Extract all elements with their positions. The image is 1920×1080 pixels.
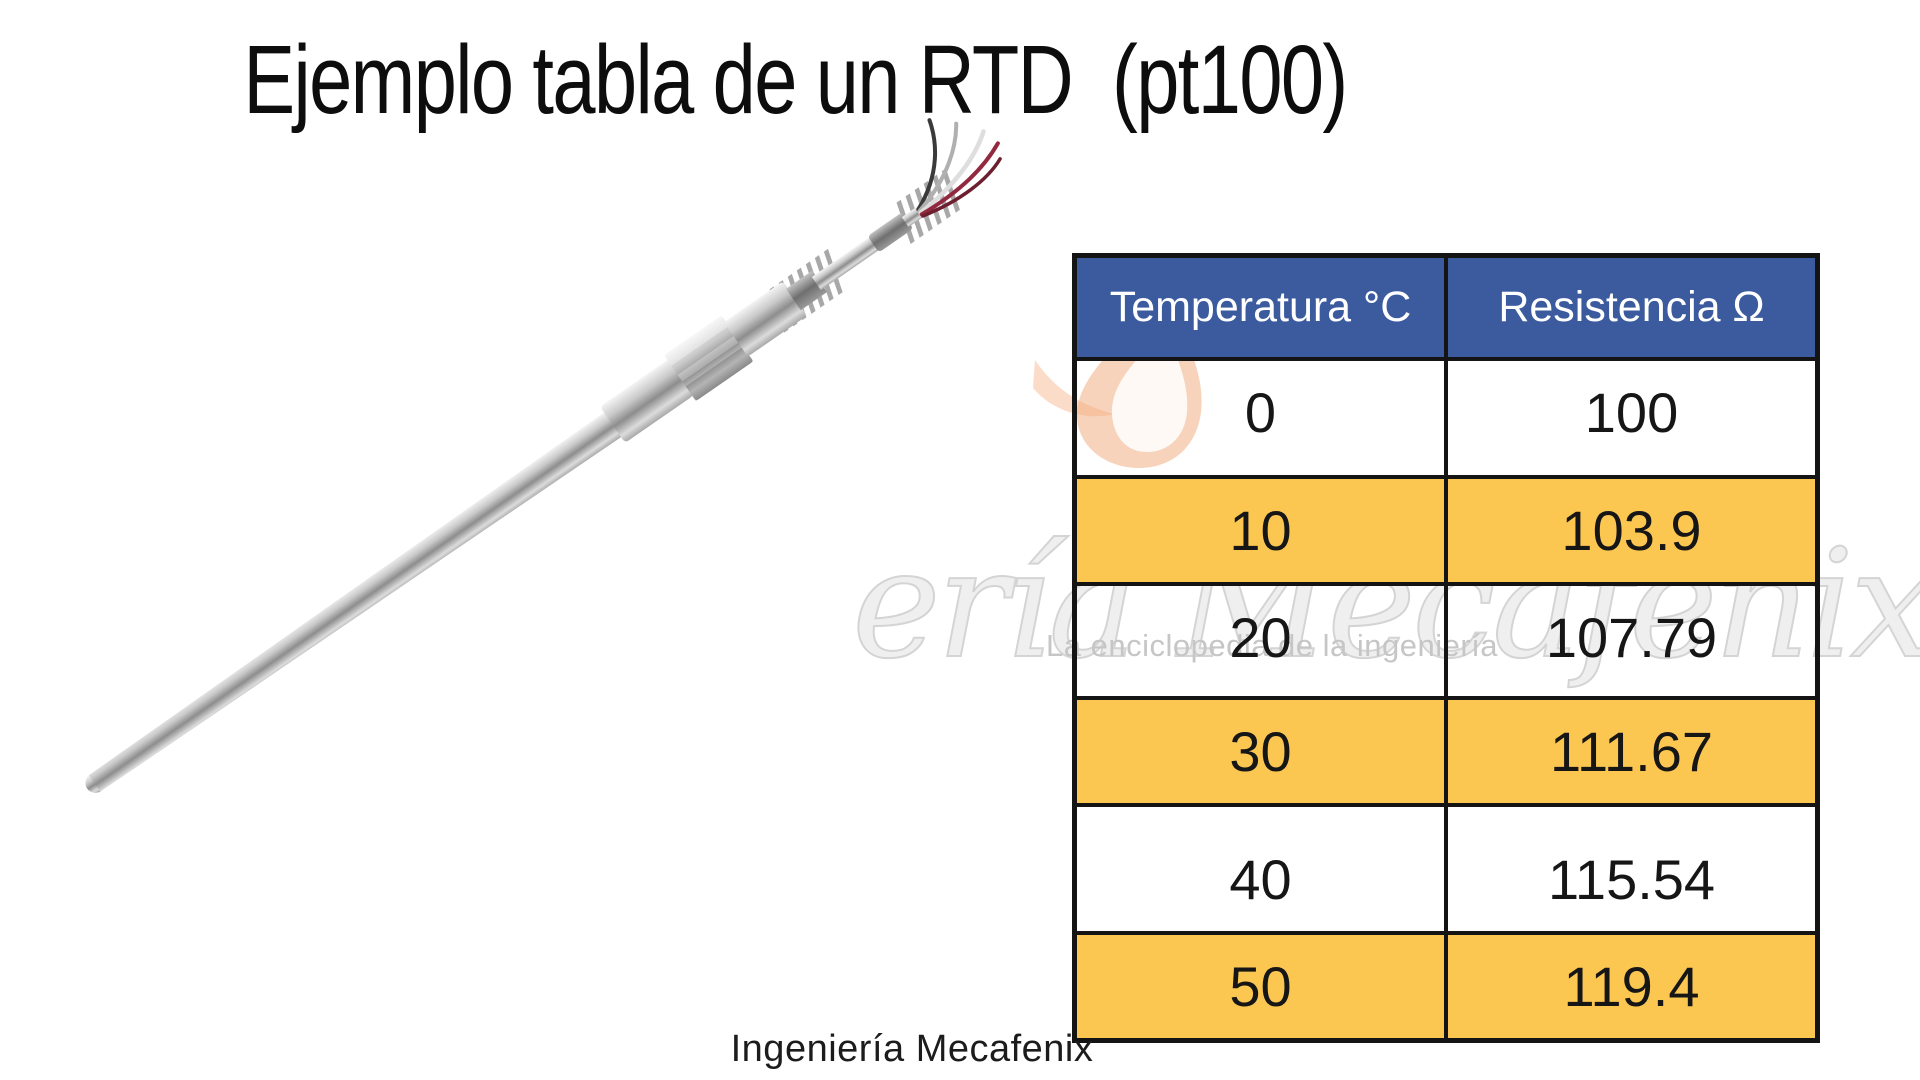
table-row: 20 107.79: [1072, 582, 1820, 700]
temperature-cell: 40: [1072, 803, 1448, 935]
table-row: 40 115.54: [1072, 803, 1820, 935]
resistance-cell: 115.54: [1444, 803, 1820, 935]
temperature-cell: 10: [1072, 475, 1448, 586]
resistance-cell: 111.67: [1444, 696, 1820, 807]
footer-brand-text: Ingeniería Mecafenix: [730, 1028, 1094, 1070]
table-row: 50 119.4: [1072, 931, 1820, 1043]
resistance-cell: 103.9: [1444, 475, 1820, 586]
resistance-cell: 100: [1444, 357, 1820, 479]
table-row: 10 103.9: [1072, 475, 1820, 586]
temperature-cell: 30: [1072, 696, 1448, 807]
temperature-cell: 20: [1072, 582, 1448, 700]
resistance-column-header: Resistencia Ω: [1444, 253, 1820, 361]
table-header-row: Temperatura °C Resistencia Ω: [1072, 253, 1820, 361]
temperature-column-header: Temperatura °C: [1072, 253, 1448, 361]
probe-group: [85, 118, 1002, 793]
resistance-cell: 107.79: [1444, 582, 1820, 700]
resistance-cell: 119.4: [1444, 931, 1820, 1043]
table-row: 30 111.67: [1072, 696, 1820, 807]
slide-title: Ejemplo tabla de un RTD (pt100): [243, 25, 1348, 134]
table-row: 0 100: [1072, 357, 1820, 479]
temperature-cell: 50: [1072, 931, 1448, 1043]
temperature-cell: 0: [1072, 357, 1448, 479]
rtd-value-table: Temperatura °C Resistencia Ω 0 100 10 10…: [1072, 253, 1820, 1043]
